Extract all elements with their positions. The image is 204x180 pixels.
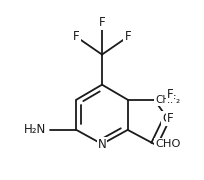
Text: F: F xyxy=(167,88,174,101)
Text: F: F xyxy=(73,30,80,43)
Text: O: O xyxy=(162,112,171,125)
Text: F: F xyxy=(124,30,131,43)
Text: CHF₂: CHF₂ xyxy=(155,95,180,105)
Text: F: F xyxy=(99,16,105,29)
Text: N: N xyxy=(98,138,106,150)
Text: H₂N: H₂N xyxy=(24,123,46,136)
Text: F: F xyxy=(167,112,174,125)
Text: CHO: CHO xyxy=(155,139,181,149)
